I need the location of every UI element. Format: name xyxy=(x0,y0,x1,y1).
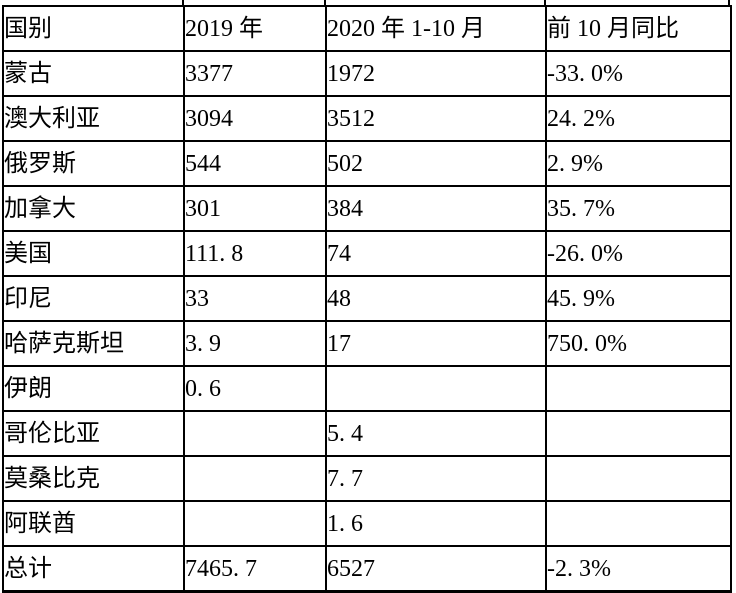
yoy-cell: -33. 0% xyxy=(545,50,732,97)
value-2020-cell xyxy=(325,365,547,412)
yoy-cell xyxy=(545,410,732,457)
table-row: 蒙古 3377 1972 -33. 0% xyxy=(2,50,732,97)
country-cell: 总计 xyxy=(2,545,185,593)
country-cell: 哥伦比亚 xyxy=(2,410,185,457)
table-row: 澳大利亚 3094 3512 24. 2% xyxy=(2,95,732,142)
table-row: 哥伦比亚 5. 4 xyxy=(2,410,732,457)
yoy-cell xyxy=(545,365,732,412)
country-cell: 哈萨克斯坦 xyxy=(2,320,185,367)
yoy-cell: 35. 7% xyxy=(545,185,732,232)
value-2020-cell: 17 xyxy=(325,320,547,367)
value-2019-cell: 7465. 7 xyxy=(183,545,327,593)
table-row: 阿联酋 1. 6 xyxy=(2,500,732,547)
country-cell: 加拿大 xyxy=(2,185,185,232)
value-2019-cell xyxy=(183,455,327,502)
value-2019-cell: 301 xyxy=(183,185,327,232)
value-2020-cell: 5. 4 xyxy=(325,410,547,457)
country-cell: 印尼 xyxy=(2,275,185,322)
value-2019-cell xyxy=(183,410,327,457)
value-2019-cell: 0. 6 xyxy=(183,365,327,412)
yoy-cell: 24. 2% xyxy=(545,95,732,142)
value-2019-cell: 33 xyxy=(183,275,327,322)
table-row: 伊朗 0. 6 xyxy=(2,365,732,412)
value-2020-cell: 384 xyxy=(325,185,547,232)
value-2019-cell: 544 xyxy=(183,140,327,187)
value-2020-cell: 7. 7 xyxy=(325,455,547,502)
table-row: 加拿大 301 384 35. 7% xyxy=(2,185,732,232)
table-row: 俄罗斯 544 502 2. 9% xyxy=(2,140,732,187)
header-2019: 2019 年 xyxy=(183,5,327,52)
table-row total-row: 总计 7465. 7 6527 -2. 3% xyxy=(2,545,732,593)
yoy-cell: -2. 3% xyxy=(545,545,732,593)
value-2019-cell: 3094 xyxy=(183,95,327,142)
country-cell: 美国 xyxy=(2,230,185,277)
country-cell: 蒙古 xyxy=(2,50,185,97)
table-row: 美国 111. 8 74 -26. 0% xyxy=(2,230,732,277)
value-2020-cell: 6527 xyxy=(325,545,547,593)
value-2020-cell: 502 xyxy=(325,140,547,187)
value-2019-cell: 111. 8 xyxy=(183,230,327,277)
header-row: 国别 2019 年 2020 年 1-10 月 前 10 月同比 xyxy=(2,5,732,52)
yoy-cell: 2. 9% xyxy=(545,140,732,187)
table-row: 印尼 33 48 45. 9% xyxy=(2,275,732,322)
header-country: 国别 xyxy=(2,5,185,52)
country-cell: 阿联酋 xyxy=(2,500,185,547)
country-cell: 莫桑比克 xyxy=(2,455,185,502)
value-2020-cell: 1. 6 xyxy=(325,500,547,547)
country-cell: 俄罗斯 xyxy=(2,140,185,187)
value-2020-cell: 48 xyxy=(325,275,547,322)
yoy-cell: -26. 0% xyxy=(545,230,732,277)
value-2020-cell: 1972 xyxy=(325,50,547,97)
column-divider-stub xyxy=(324,0,326,6)
header-yoy: 前 10 月同比 xyxy=(545,5,732,52)
column-divider-stub xyxy=(182,0,184,6)
value-2019-cell xyxy=(183,500,327,547)
yoy-cell: 750. 0% xyxy=(545,320,732,367)
value-2020-cell: 74 xyxy=(325,230,547,277)
value-2020-cell: 3512 xyxy=(325,95,547,142)
yoy-cell xyxy=(545,500,732,547)
yoy-cell xyxy=(545,455,732,502)
country-cell: 伊朗 xyxy=(2,365,185,412)
header-2020: 2020 年 1-10 月 xyxy=(325,5,547,52)
table-row: 莫桑比克 7. 7 xyxy=(2,455,732,502)
column-divider-stub xyxy=(544,0,546,6)
value-2019-cell: 3377 xyxy=(183,50,327,97)
yoy-cell: 45. 9% xyxy=(545,275,732,322)
column-divider-stub xyxy=(728,0,730,6)
country-data-table: 国别 2019 年 2020 年 1-10 月 前 10 月同比 蒙古 3377… xyxy=(2,5,732,593)
country-cell: 澳大利亚 xyxy=(2,95,185,142)
value-2019-cell: 3. 9 xyxy=(183,320,327,367)
table-row: 哈萨克斯坦 3. 9 17 750. 0% xyxy=(2,320,732,367)
